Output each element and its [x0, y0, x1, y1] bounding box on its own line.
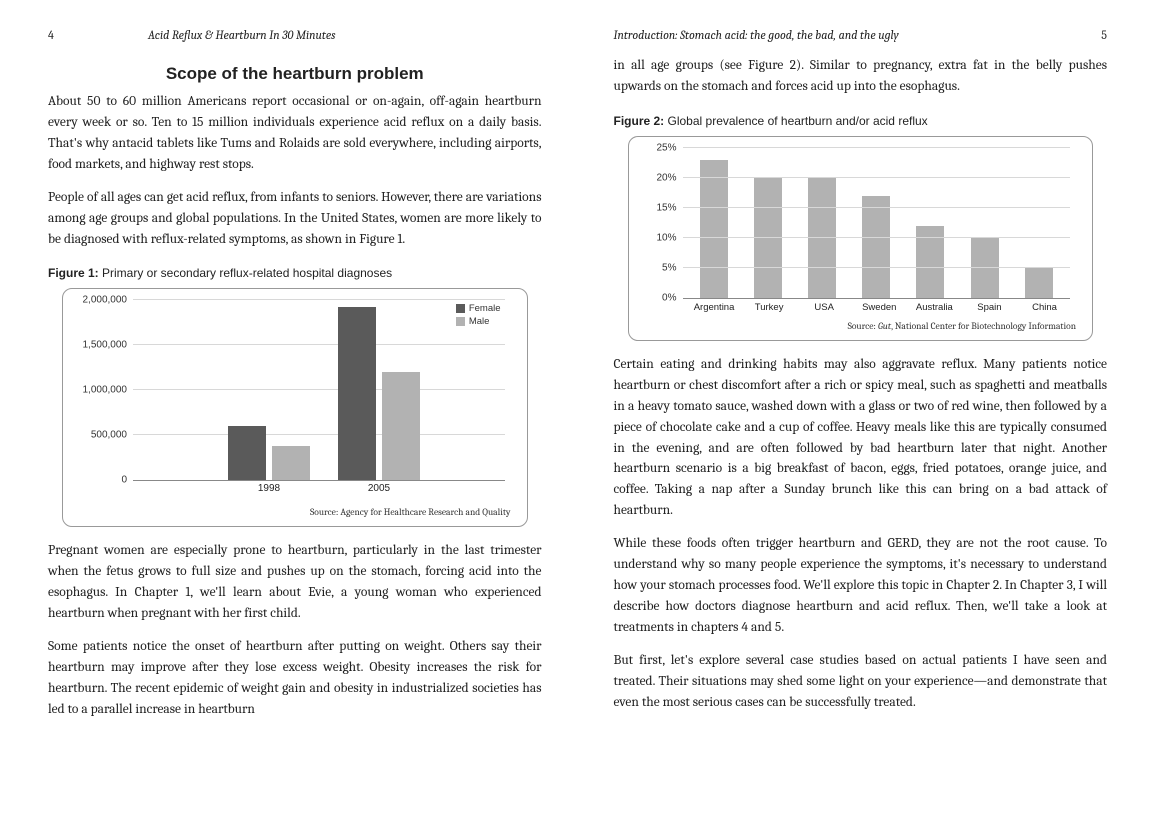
- running-title-right: Introduction: Stomach acid: the good, th…: [614, 28, 1068, 42]
- figure2-bar: [971, 238, 999, 298]
- figure2-ytick: 10%: [641, 232, 677, 243]
- figure2-gridline: [683, 267, 1071, 268]
- figure1-caption: Figure 1: Primary or secondary reflux-re…: [48, 266, 542, 280]
- page-number-right: 5: [1067, 28, 1107, 42]
- running-head-left: 4 Acid Reflux & Heartburn In 30 Minutes: [48, 28, 542, 42]
- figure2-source: Source: Gut, National Center for Biotech…: [645, 321, 1077, 332]
- figure1-xlabel: 2005: [333, 483, 425, 494]
- figure2-ytick: 0%: [641, 292, 677, 303]
- figure1-ytick: 1,000,000: [73, 385, 127, 396]
- figure1-bar: [382, 372, 420, 480]
- figure2-plot-area: 0%5%10%15%20%25%: [683, 149, 1071, 299]
- figure1-gridline: [133, 299, 505, 300]
- figure2-ytick: 5%: [641, 262, 677, 273]
- figure1-xlabel: 1998: [223, 483, 315, 494]
- figure1-bar: [272, 446, 310, 480]
- figure1-gridline: [133, 434, 505, 435]
- figure1-xlabels: 1998 2005: [133, 481, 511, 499]
- figure2-caption-label: Figure 2:: [614, 114, 665, 128]
- figure1-caption-text: Primary or secondary reflux-related hosp…: [99, 266, 392, 280]
- figure2-xlabel: Spain: [962, 302, 1017, 313]
- legend-swatch-female: [456, 304, 465, 313]
- right-para-1: in all age groups (see Figure 2). Simila…: [614, 56, 1108, 98]
- figure2-ytick: 15%: [641, 202, 677, 213]
- figure2-source-ital: Gut: [878, 321, 891, 332]
- figure2-gridline: [683, 147, 1071, 148]
- figure2-ytick: 20%: [641, 172, 677, 183]
- right-para-3: While these foods often trigger heartbur…: [614, 534, 1108, 639]
- figure1-bar: [338, 307, 376, 481]
- left-page: 4 Acid Reflux & Heartburn In 30 Minutes …: [48, 28, 542, 790]
- figure2-bar: [700, 160, 728, 298]
- legend-label-male: Male: [469, 316, 490, 327]
- figure1-source: Source: Agency for Healthcare Research a…: [79, 507, 511, 518]
- left-para-4: Some patients notice the onset of heartb…: [48, 637, 542, 721]
- running-head-right: Introduction: Stomach acid: the good, th…: [614, 28, 1108, 42]
- running-title-left: Acid Reflux & Heartburn In 30 Minutes: [148, 28, 542, 42]
- figure1-gridline: [133, 344, 505, 345]
- section-heading: Scope of the heartburn problem: [48, 64, 542, 84]
- figure2-bar: [862, 196, 890, 298]
- legend-swatch-male: [456, 317, 465, 326]
- legend-row-male: Male: [456, 316, 501, 327]
- left-para-2: People of all ages can get acid reflux, …: [48, 188, 542, 251]
- page-number-left: 4: [48, 28, 148, 42]
- figure1-plot-area: Female Male 0500,0001,000,0001,500,0002,…: [133, 301, 505, 481]
- figure2-xlabel: Sweden: [852, 302, 907, 313]
- figure2-ytick: 25%: [641, 142, 677, 153]
- figure2-chart: 0%5%10%15%20%25% ArgentinaTurkeyUSASwede…: [628, 136, 1094, 341]
- figure2-gridline: [683, 237, 1071, 238]
- legend-label-female: Female: [469, 303, 501, 314]
- right-para-4: But first, let's explore several case st…: [614, 651, 1108, 714]
- legend-row-female: Female: [456, 303, 501, 314]
- right-para-2: Certain eating and drinking habits may a…: [614, 355, 1108, 522]
- figure2-bars: [683, 149, 1071, 298]
- figure2-source-rest: , National Center for Biotechnology Info…: [891, 321, 1076, 332]
- figure2-xlabels: ArgentinaTurkeyUSASwedenAustraliaSpainCh…: [683, 302, 1077, 313]
- figure2-caption: Figure 2: Global prevalence of heartburn…: [614, 114, 1108, 128]
- figure1-group: [333, 301, 425, 480]
- figure2-xlabel: Turkey: [742, 302, 797, 313]
- figure1-ytick: 0: [73, 475, 127, 486]
- figure1-ytick: 1,500,000: [73, 340, 127, 351]
- figure1-ytick: 2,000,000: [73, 295, 127, 306]
- figure2-xlabel: Australia: [907, 302, 962, 313]
- figure2-gridline: [683, 177, 1071, 178]
- figure2-bar: [754, 178, 782, 298]
- figure2-source-prefix: Source:: [848, 321, 878, 332]
- right-page: Introduction: Stomach acid: the good, th…: [614, 28, 1108, 790]
- figure2-gridline: [683, 207, 1071, 208]
- figure2-bar: [1025, 268, 1053, 298]
- figure1-legend: Female Male: [456, 303, 501, 329]
- figure2-caption-text: Global prevalence of heartburn and/or ac…: [664, 114, 928, 128]
- figure2-bar: [808, 178, 836, 298]
- figure1-ytick: 500,000: [73, 430, 127, 441]
- figure1-group: [223, 301, 315, 480]
- figure1-chart: Female Male 0 500,000 1,000,000 1,500,000 2,…: [62, 288, 528, 527]
- figure1-gridline: [133, 389, 505, 390]
- figure1-caption-label: Figure 1:: [48, 266, 99, 280]
- figure2-xlabel: USA: [797, 302, 852, 313]
- left-para-3: Pregnant women are especially prone to h…: [48, 541, 542, 625]
- figure2-xlabel: China: [1017, 302, 1072, 313]
- figure2-xlabel: Argentina: [687, 302, 742, 313]
- left-para-1: About 50 to 60 million Americans report …: [48, 92, 542, 176]
- figure1-bar: [228, 426, 266, 480]
